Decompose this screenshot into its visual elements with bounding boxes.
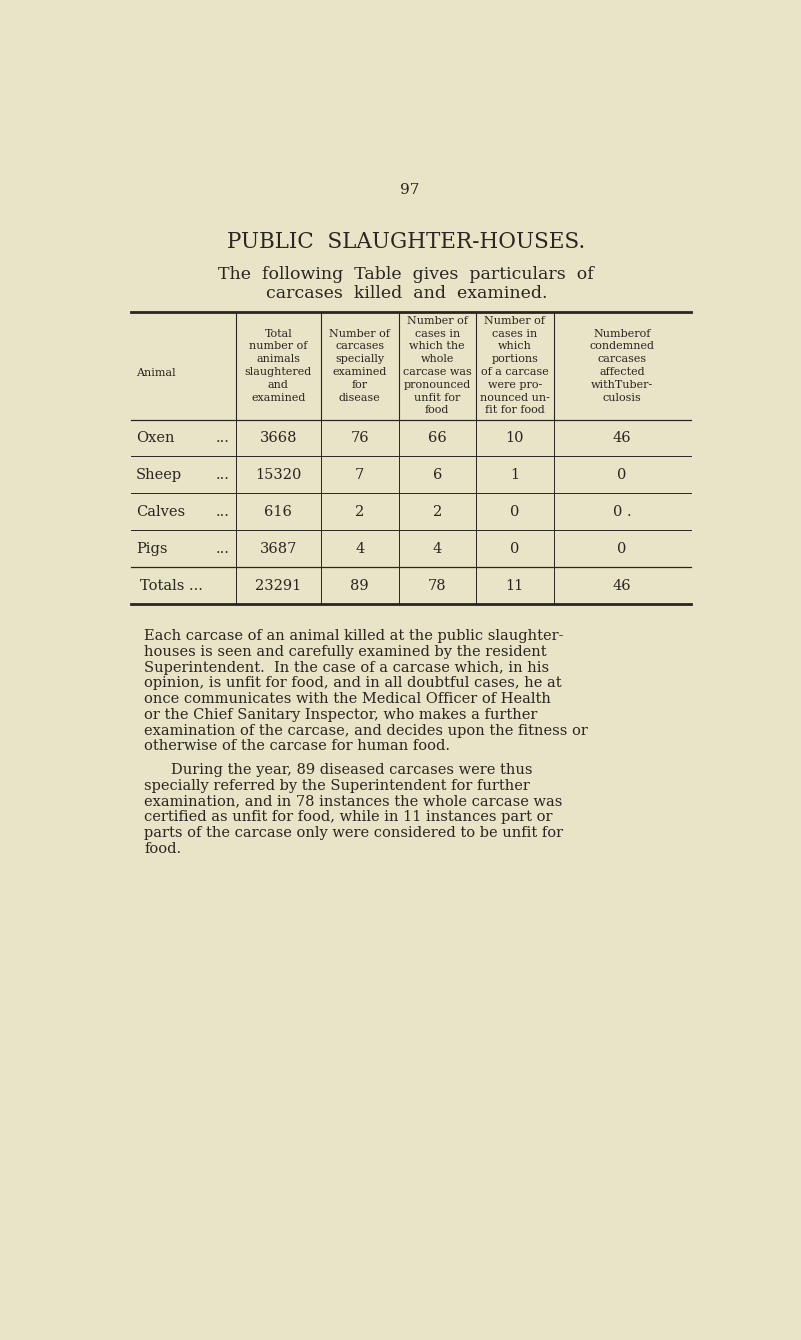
Text: ...: ...: [215, 431, 230, 445]
Text: 2: 2: [433, 505, 442, 519]
Text: 11: 11: [505, 579, 524, 592]
Text: once communicates with the Medical Officer of Health: once communicates with the Medical Offic…: [144, 691, 551, 706]
Text: Number of
carcases
specially
examined
for
disease: Number of carcases specially examined fo…: [329, 328, 390, 402]
Text: 3687: 3687: [260, 541, 297, 556]
Text: Total
number of
animals
slaughtered
and
examined: Total number of animals slaughtered and …: [245, 328, 312, 402]
Text: 66: 66: [428, 431, 447, 445]
Text: examination of the carcase, and decides upon the fitness or: examination of the carcase, and decides …: [144, 724, 588, 737]
Text: ...: ...: [215, 541, 230, 556]
Text: Animal: Animal: [136, 369, 175, 378]
Text: PUBLIC  SLAUGHTER-HOUSES.: PUBLIC SLAUGHTER-HOUSES.: [227, 230, 586, 253]
Text: Pigs: Pigs: [136, 541, 167, 556]
Text: The  following  Table  gives  particulars  of: The following Table gives particulars of: [219, 267, 594, 283]
Text: 616: 616: [264, 505, 292, 519]
Text: Totals ...: Totals ...: [140, 579, 203, 592]
Text: 0: 0: [618, 468, 626, 482]
Text: 15320: 15320: [256, 468, 301, 482]
Text: specially referred by the Superintendent for further: specially referred by the Superintendent…: [144, 779, 530, 793]
Text: 4: 4: [355, 541, 364, 556]
Text: ...: ...: [215, 468, 230, 482]
Text: Superintendent.  In the case of a carcase which, in his: Superintendent. In the case of a carcase…: [144, 661, 549, 674]
Text: 0 .: 0 .: [613, 505, 631, 519]
Text: parts of the carcase only were considered to be unfit for: parts of the carcase only were considere…: [144, 825, 563, 840]
Text: Numberof
condemned
carcases
affected
withTuber-
culosis: Numberof condemned carcases affected wit…: [590, 328, 654, 402]
Text: carcases  killed  and  examined.: carcases killed and examined.: [265, 284, 547, 302]
Text: 0: 0: [510, 505, 519, 519]
Text: or the Chief Sanitary Inspector, who makes a further: or the Chief Sanitary Inspector, who mak…: [144, 708, 537, 722]
Text: 10: 10: [505, 431, 524, 445]
Text: 76: 76: [351, 431, 369, 445]
Text: 97: 97: [400, 184, 420, 197]
Text: 2: 2: [355, 505, 364, 519]
Text: Each carcase of an animal killed at the public slaughter-: Each carcase of an animal killed at the …: [144, 628, 564, 643]
Text: 7: 7: [355, 468, 364, 482]
Text: 0: 0: [618, 541, 626, 556]
Text: 46: 46: [613, 579, 631, 592]
Text: 0: 0: [510, 541, 519, 556]
Text: certified as unfit for food, while in 11 instances part or: certified as unfit for food, while in 11…: [144, 811, 553, 824]
Text: 46: 46: [613, 431, 631, 445]
Text: 78: 78: [428, 579, 447, 592]
Text: 4: 4: [433, 541, 442, 556]
Text: ...: ...: [215, 505, 230, 519]
Text: Calves: Calves: [136, 505, 185, 519]
Text: houses is seen and carefully examined by the resident: houses is seen and carefully examined by…: [144, 645, 547, 659]
Text: opinion, is unfit for food, and in all doubtful cases, he at: opinion, is unfit for food, and in all d…: [144, 677, 562, 690]
Text: 6: 6: [433, 468, 442, 482]
Text: 89: 89: [351, 579, 369, 592]
Text: During the year, 89 diseased carcases were thus: During the year, 89 diseased carcases we…: [171, 762, 533, 777]
Text: 3668: 3668: [260, 431, 297, 445]
Text: food.: food.: [144, 842, 181, 856]
Text: Number of
cases in
which the
whole
carcase was
pronounced
unfit for
food: Number of cases in which the whole carca…: [403, 316, 472, 415]
Text: examination, and in 78 instances the whole carcase was: examination, and in 78 instances the who…: [144, 795, 562, 808]
Text: Oxen: Oxen: [136, 431, 175, 445]
Text: otherwise of the carcase for human food.: otherwise of the carcase for human food.: [144, 740, 450, 753]
Text: Number of
cases in
which
portions
of a carcase
were pro-
nounced un-
fit for foo: Number of cases in which portions of a c…: [480, 316, 549, 415]
Text: 23291: 23291: [256, 579, 301, 592]
Text: Sheep: Sheep: [136, 468, 182, 482]
Text: 1: 1: [510, 468, 519, 482]
